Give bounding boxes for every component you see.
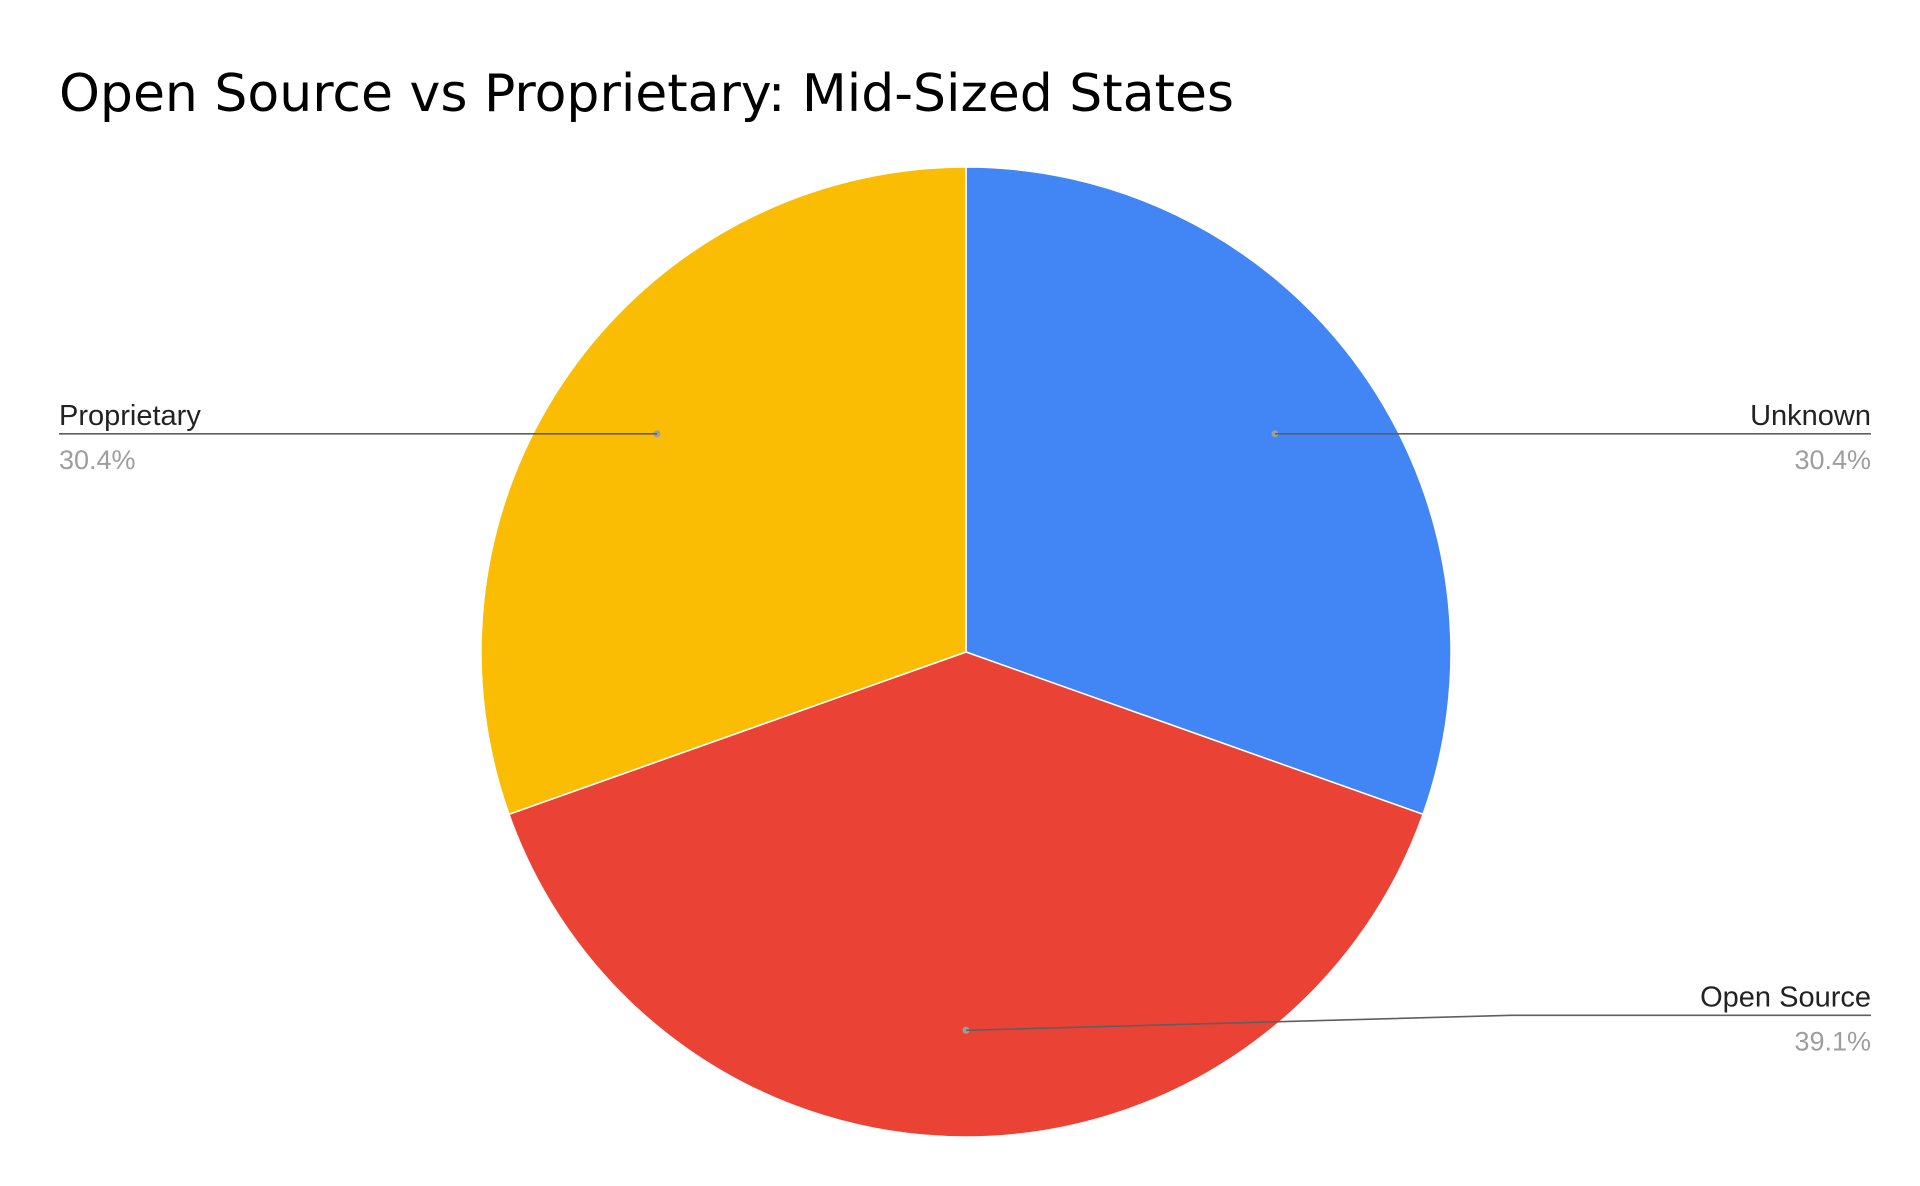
chart-title: Open Source vs Proprietary: Mid-Sized St… xyxy=(59,64,1234,124)
slice-label-unknown: Unknown xyxy=(1750,400,1871,432)
pie-slice-proprietary xyxy=(480,166,967,816)
slice-percent-proprietary: 30.4% xyxy=(59,445,136,475)
slice-label-open-source: Open Source xyxy=(1700,981,1871,1013)
pie-slices xyxy=(480,166,1452,1138)
slice-percent-unknown: 30.4% xyxy=(1794,445,1871,475)
leader-line-open-source xyxy=(965,1014,1871,1032)
slice-percent-open-source: 39.1% xyxy=(1794,1026,1871,1056)
pie-slice-unknown xyxy=(965,166,1452,816)
pie-slice-open-source xyxy=(508,651,1424,1138)
slice-label-proprietary: Proprietary xyxy=(59,400,201,432)
slice-labels: Unknown 30.4% Open Source 39.1% Proprietary 3… xyxy=(59,400,1871,1056)
